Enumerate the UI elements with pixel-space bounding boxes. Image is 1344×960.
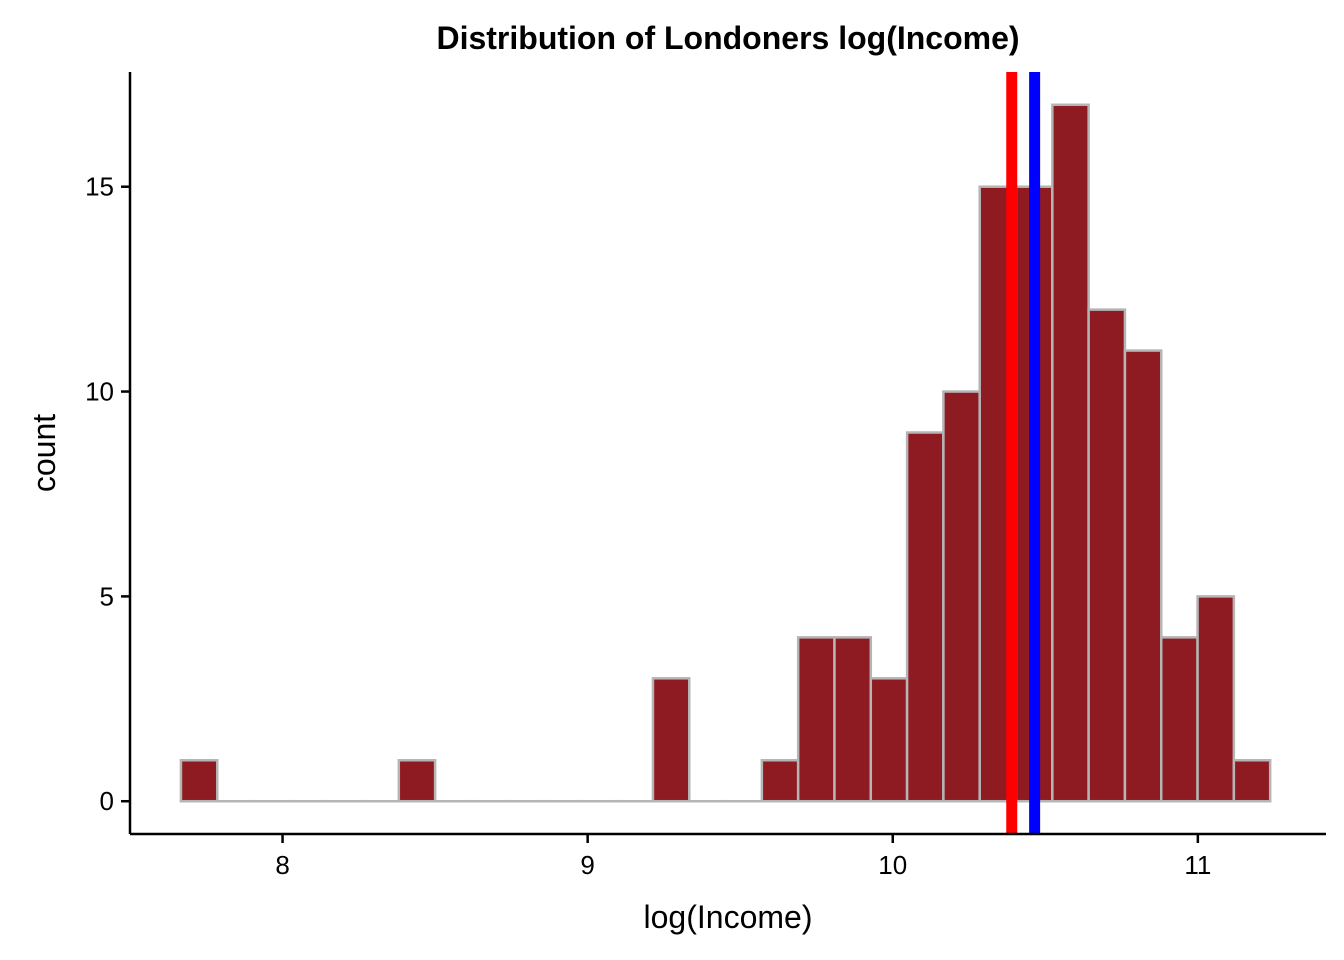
histogram-bar-16	[760, 759, 800, 803]
histogram-bars	[179, 103, 1272, 803]
y-axis-title: count	[26, 414, 62, 492]
y-tick-label: 10	[85, 377, 114, 407]
histogram-bar-27	[1159, 636, 1199, 803]
y-tick-label: 15	[85, 172, 114, 202]
histogram-bar-17	[796, 636, 836, 803]
histogram-bar-18	[833, 636, 873, 803]
y-tick-label: 5	[100, 581, 114, 611]
x-tick-label: 11	[1184, 850, 1211, 880]
x-tick-label: 10	[878, 850, 907, 880]
x-tick-label: 9	[580, 850, 594, 880]
histogram-bar-6	[397, 759, 437, 803]
histogram-bar-25	[1087, 308, 1127, 803]
histogram-bar-20	[905, 431, 945, 803]
histogram-bar-0	[179, 759, 219, 803]
y-tick-label: 0	[100, 786, 114, 816]
histogram-bar-21	[942, 390, 981, 803]
histogram-bar-24	[1051, 103, 1090, 803]
histogram-bar-28	[1196, 595, 1236, 803]
x-axis-title: log(Income)	[644, 899, 813, 935]
chart-title: Distribution of Londoners log(Income)	[436, 20, 1019, 56]
reference-lines	[1006, 72, 1041, 834]
histogram-bar-19	[869, 677, 909, 803]
x-tick-label: 8	[275, 850, 289, 880]
axes: 8 9 10 11 0 5 10 15	[85, 72, 1326, 880]
histogram-bar-13	[651, 677, 691, 803]
histogram-bar-26	[1123, 349, 1163, 803]
histogram-bar-29	[1232, 759, 1272, 803]
